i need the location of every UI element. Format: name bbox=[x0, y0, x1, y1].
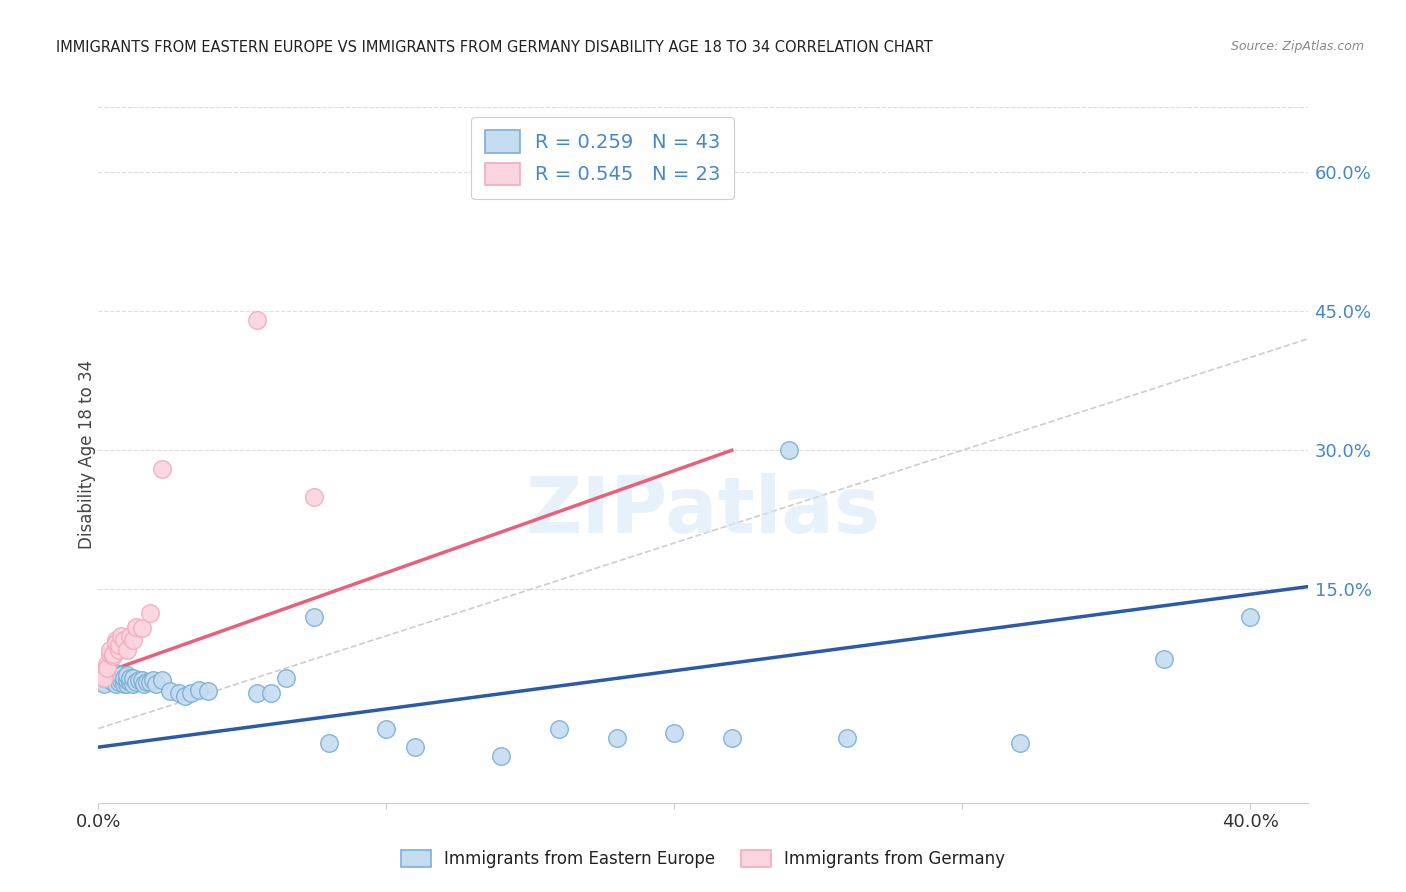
Point bbox=[664, 726, 686, 740]
Point bbox=[274, 671, 297, 685]
Point bbox=[159, 684, 181, 698]
Y-axis label: Disability Age 18 to 34: Disability Age 18 to 34 bbox=[79, 360, 96, 549]
Point bbox=[125, 675, 148, 690]
Point bbox=[96, 671, 118, 685]
Point bbox=[1008, 735, 1031, 749]
Point bbox=[98, 642, 121, 657]
Text: Source: ZipAtlas.com: Source: ZipAtlas.com bbox=[1230, 40, 1364, 54]
Point bbox=[101, 648, 124, 662]
Point bbox=[375, 722, 398, 736]
Point bbox=[304, 490, 326, 504]
Point bbox=[180, 686, 202, 700]
Point bbox=[93, 671, 115, 685]
Point bbox=[122, 633, 145, 648]
Point bbox=[122, 671, 145, 685]
Point bbox=[107, 642, 129, 657]
Point bbox=[110, 673, 132, 688]
Point bbox=[167, 686, 190, 700]
Point bbox=[260, 686, 283, 700]
Text: IMMIGRANTS FROM EASTERN EUROPE VS IMMIGRANTS FROM GERMANY DISABILITY AGE 18 TO 3: IMMIGRANTS FROM EASTERN EUROPE VS IMMIGR… bbox=[56, 40, 934, 55]
Point bbox=[110, 667, 132, 681]
Point bbox=[304, 610, 326, 624]
Point bbox=[197, 684, 219, 698]
Point bbox=[134, 677, 156, 691]
Point bbox=[139, 606, 162, 620]
Text: ZIPatlas: ZIPatlas bbox=[526, 473, 880, 549]
Point bbox=[142, 673, 165, 688]
Point bbox=[115, 677, 138, 691]
Point bbox=[98, 665, 121, 680]
Point bbox=[115, 642, 138, 657]
Point bbox=[778, 443, 800, 458]
Point bbox=[246, 686, 269, 700]
Point bbox=[101, 649, 124, 664]
Point bbox=[104, 677, 127, 691]
Point bbox=[136, 675, 159, 690]
Point bbox=[115, 667, 138, 681]
Point bbox=[107, 667, 129, 681]
Point bbox=[93, 677, 115, 691]
Point bbox=[120, 671, 142, 685]
Point bbox=[112, 633, 135, 648]
Point bbox=[606, 731, 628, 745]
Point bbox=[131, 673, 153, 688]
Point bbox=[131, 621, 153, 635]
Point bbox=[96, 661, 118, 675]
Point bbox=[96, 661, 118, 675]
Point bbox=[491, 749, 513, 764]
Point bbox=[90, 675, 112, 690]
Point bbox=[104, 665, 127, 680]
Point bbox=[120, 675, 142, 690]
Point bbox=[1153, 652, 1175, 666]
Point bbox=[98, 648, 121, 662]
Point bbox=[104, 633, 127, 648]
Point bbox=[98, 673, 121, 688]
Point bbox=[1239, 610, 1261, 624]
Point bbox=[128, 673, 150, 688]
Point bbox=[125, 619, 148, 633]
Point bbox=[120, 629, 142, 643]
Point bbox=[90, 665, 112, 680]
Point bbox=[101, 667, 124, 681]
Point bbox=[835, 731, 858, 745]
Point bbox=[404, 740, 426, 755]
Point bbox=[139, 675, 162, 690]
Point bbox=[122, 677, 145, 691]
Point bbox=[173, 689, 195, 703]
Point bbox=[188, 682, 211, 697]
Point bbox=[110, 629, 132, 643]
Point bbox=[104, 636, 127, 650]
Point bbox=[548, 722, 571, 736]
Point bbox=[107, 675, 129, 690]
Point bbox=[246, 313, 269, 327]
Point bbox=[115, 673, 138, 688]
Point bbox=[318, 735, 340, 749]
Point bbox=[112, 671, 135, 685]
Legend: Immigrants from Eastern Europe, Immigrants from Germany: Immigrants from Eastern Europe, Immigran… bbox=[395, 843, 1011, 875]
Point bbox=[720, 731, 742, 745]
Point bbox=[150, 673, 173, 688]
Point bbox=[145, 677, 167, 691]
Point bbox=[96, 657, 118, 671]
Legend: R = 0.259   N = 43, R = 0.545   N = 23: R = 0.259 N = 43, R = 0.545 N = 23 bbox=[471, 117, 734, 199]
Point bbox=[107, 638, 129, 652]
Point bbox=[112, 677, 135, 691]
Point bbox=[101, 675, 124, 690]
Point bbox=[150, 462, 173, 476]
